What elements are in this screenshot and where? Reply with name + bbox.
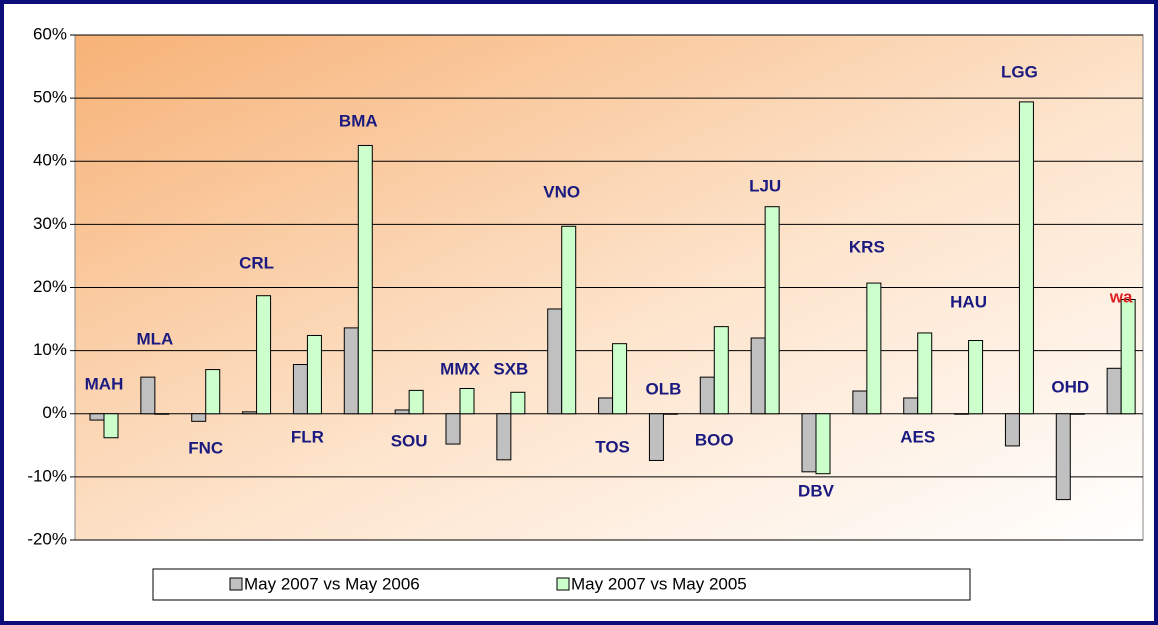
y-tick-label: 10%: [33, 340, 67, 359]
category-label: LJU: [749, 176, 781, 195]
y-tick-label: 60%: [33, 24, 67, 43]
legend-swatch: [556, 577, 570, 591]
y-tick-label: -20%: [27, 529, 67, 548]
bar: [903, 397, 919, 415]
bar: [191, 413, 207, 422]
bar: [408, 389, 424, 415]
bar: [801, 413, 817, 473]
category-label: VNO: [543, 182, 580, 201]
bar: [357, 144, 373, 415]
y-tick-label: 20%: [33, 277, 67, 296]
bar: [205, 369, 221, 415]
bar: [648, 413, 664, 461]
y-tick-label: 30%: [33, 214, 67, 233]
bar: [866, 282, 882, 415]
bar: [343, 327, 359, 415]
bar: [496, 413, 512, 461]
y-tick-label: -10%: [27, 466, 67, 485]
bar: [852, 390, 868, 415]
category-label: OHD: [1051, 377, 1089, 396]
bar: [662, 413, 678, 415]
bar: [256, 295, 272, 415]
bar: [954, 413, 970, 415]
bar: [103, 413, 119, 439]
legend-swatch: [229, 577, 243, 591]
bar: [598, 397, 614, 415]
category-label: wa: [1109, 287, 1133, 306]
bar: [1055, 413, 1071, 501]
bar: [154, 413, 170, 415]
bar: [292, 364, 308, 415]
bar: [306, 334, 322, 415]
legend-label: May 2007 vs May 2006: [244, 574, 420, 593]
category-label: OLB: [645, 379, 681, 398]
bar: [1120, 298, 1136, 415]
y-tick-label: 40%: [33, 151, 67, 170]
category-label: AES: [900, 427, 935, 446]
y-tick-label: 0%: [42, 403, 67, 422]
bar: [445, 413, 461, 445]
bar: [968, 340, 984, 415]
bar: [1069, 413, 1085, 415]
category-label: SOU: [391, 431, 428, 450]
bar: [459, 388, 475, 415]
bar: [89, 413, 105, 421]
y-tick-label: 50%: [33, 88, 67, 107]
bar: [1018, 101, 1034, 415]
bar: [140, 376, 156, 415]
bar: [699, 376, 715, 415]
bar: [242, 411, 258, 415]
bar: [561, 225, 577, 415]
category-label: TOS: [595, 437, 630, 456]
bar: [510, 391, 526, 415]
category-label: MLA: [136, 329, 173, 348]
bar: [394, 409, 410, 415]
bar: [917, 332, 933, 415]
category-label: BOO: [695, 430, 734, 449]
category-label: DBV: [798, 481, 835, 500]
category-label: LGG: [1001, 62, 1038, 81]
bar: [1106, 367, 1122, 415]
category-label: MAH: [85, 374, 124, 393]
bar: [713, 326, 729, 415]
category-label: KRS: [849, 237, 885, 256]
category-label: BMA: [339, 111, 378, 130]
bar: [764, 206, 780, 415]
bar: [612, 343, 628, 415]
category-label: FLR: [291, 427, 324, 446]
bar: [547, 308, 563, 415]
legend-label: May 2007 vs May 2005: [571, 574, 747, 593]
bar: [1004, 413, 1020, 447]
category-label: CRL: [239, 253, 274, 272]
category-label: HAU: [950, 292, 987, 311]
bar: [815, 413, 831, 475]
bar: [750, 337, 766, 415]
category-label: MMX: [440, 359, 480, 378]
category-label: FNC: [188, 438, 223, 457]
category-label: SXB: [493, 359, 528, 378]
